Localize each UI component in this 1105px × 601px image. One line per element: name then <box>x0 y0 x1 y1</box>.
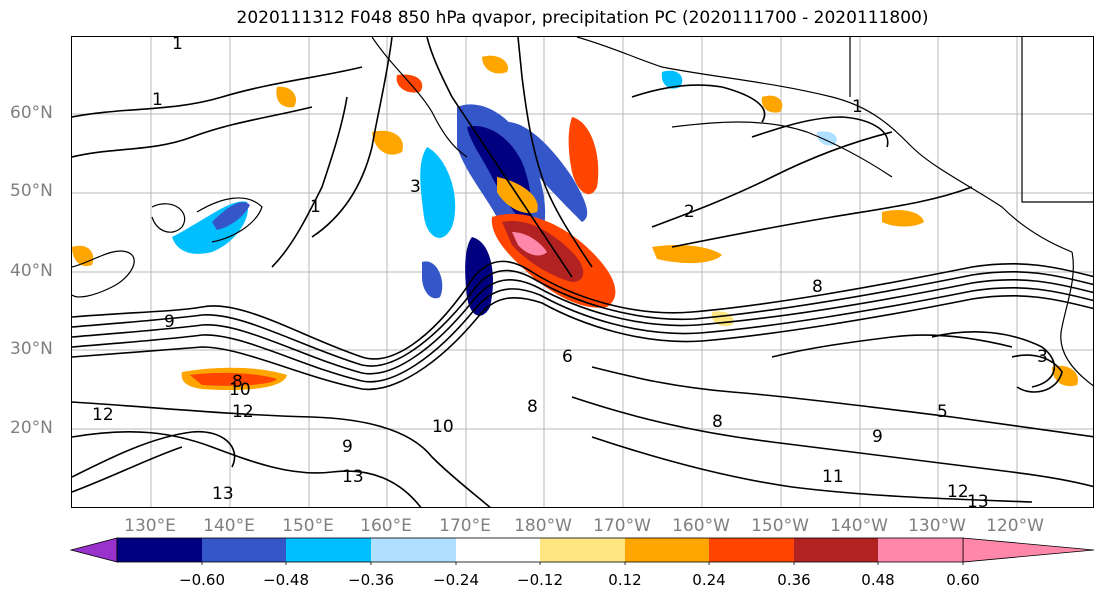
contour-label: 2 <box>684 202 695 222</box>
colorbar-swatch <box>456 538 540 562</box>
map-canvas: 1 1 1 3 6 8 8 8 8 9 9 9 10 10 11 12 12 1… <box>72 37 1093 508</box>
map-title: 2020111312 F048 850 hPa qvapor, precipit… <box>236 8 929 28</box>
contour-labels: 1 1 1 3 6 8 8 8 8 9 9 9 10 10 11 12 12 1… <box>92 37 1048 508</box>
colorbar-tick: −0.48 <box>263 571 309 589</box>
colorbar-tick: 0.36 <box>777 571 811 589</box>
lon-label-160e: 160°E <box>360 516 412 536</box>
lon-label-120w: 120°W <box>986 516 1044 536</box>
lon-label-180w: 180°W <box>514 516 572 536</box>
colorbar-tick: −0.24 <box>433 571 479 589</box>
colorbar-swatch <box>202 538 286 562</box>
lon-label-140e: 140°E <box>203 516 255 536</box>
colorbar <box>69 537 1095 565</box>
colorbar-swatch <box>878 538 963 562</box>
contour-label: 9 <box>342 437 353 457</box>
contour-label: 3 <box>1037 347 1048 367</box>
qvapor-contours <box>72 37 1093 507</box>
colorbar-swatch <box>371 538 456 562</box>
colorbar-extend-low <box>69 537 118 563</box>
lon-label-160w: 160°W <box>672 516 730 536</box>
contour-label: 8 <box>527 397 538 417</box>
contour-label: 9 <box>872 427 883 447</box>
map-panel: 1 1 1 3 6 8 8 8 8 9 9 9 10 10 11 12 12 1… <box>71 36 1094 508</box>
contour-label: 12 <box>947 482 969 502</box>
contour-label: 9 <box>164 312 175 332</box>
contour-label: 6 <box>562 347 573 367</box>
colorbar-tick: 0.48 <box>861 571 895 589</box>
lat-label-20n: 20°N <box>10 418 53 438</box>
contour-label: 13 <box>342 467 364 487</box>
colorbar-swatch <box>794 538 878 562</box>
contour-label: 10 <box>432 417 454 437</box>
lon-label-170e: 170°E <box>439 516 491 536</box>
contour-label: 13 <box>967 492 989 508</box>
contour-label: 11 <box>822 467 844 487</box>
lat-label-40n: 40°N <box>10 261 53 281</box>
lon-label-150w: 150°W <box>751 516 809 536</box>
colorbar-tick: −0.12 <box>517 571 563 589</box>
lat-label-60n: 60°N <box>10 103 53 123</box>
lon-label-140w: 140°W <box>830 516 888 536</box>
contour-label: 8 <box>812 277 823 297</box>
lat-label-30n: 30°N <box>10 339 53 359</box>
contour-label: 1 <box>310 197 321 217</box>
contour-label: 12 <box>232 402 254 422</box>
colorbar-swatch <box>709 538 794 562</box>
contour-label: 1 <box>852 97 863 117</box>
precip-shading <box>72 55 1078 391</box>
lat-label-50n: 50°N <box>10 181 53 201</box>
contour-label: 3 <box>410 177 421 197</box>
contour-label: 8 <box>232 372 243 392</box>
lon-label-150e: 150°E <box>282 516 334 536</box>
contour-label: 1 <box>172 37 183 54</box>
colorbar-swatch <box>117 538 202 562</box>
contour-label: 1 <box>152 90 163 110</box>
contour-label: 12 <box>92 405 114 425</box>
colorbar-tick: −0.60 <box>179 571 225 589</box>
contour-label: 8 <box>712 412 723 432</box>
colorbar-swatch <box>625 538 709 562</box>
contour-label: 10 <box>229 380 251 400</box>
colorbar-extend-high <box>962 537 1095 563</box>
colorbar-swatch <box>286 538 371 562</box>
contour-label: 5 <box>937 402 948 422</box>
lon-label-130w: 130°W <box>908 516 966 536</box>
colorbar-tick: −0.36 <box>348 571 394 589</box>
contour-label: 13 <box>212 484 234 504</box>
lon-label-130e: 130°E <box>124 516 176 536</box>
colorbar-tick: 0.24 <box>692 571 726 589</box>
colorbar-swatch <box>540 538 625 562</box>
colorbar-tick: 0.12 <box>608 571 642 589</box>
colorbar-tick: 0.60 <box>946 571 980 589</box>
lon-label-170w: 170°W <box>593 516 651 536</box>
